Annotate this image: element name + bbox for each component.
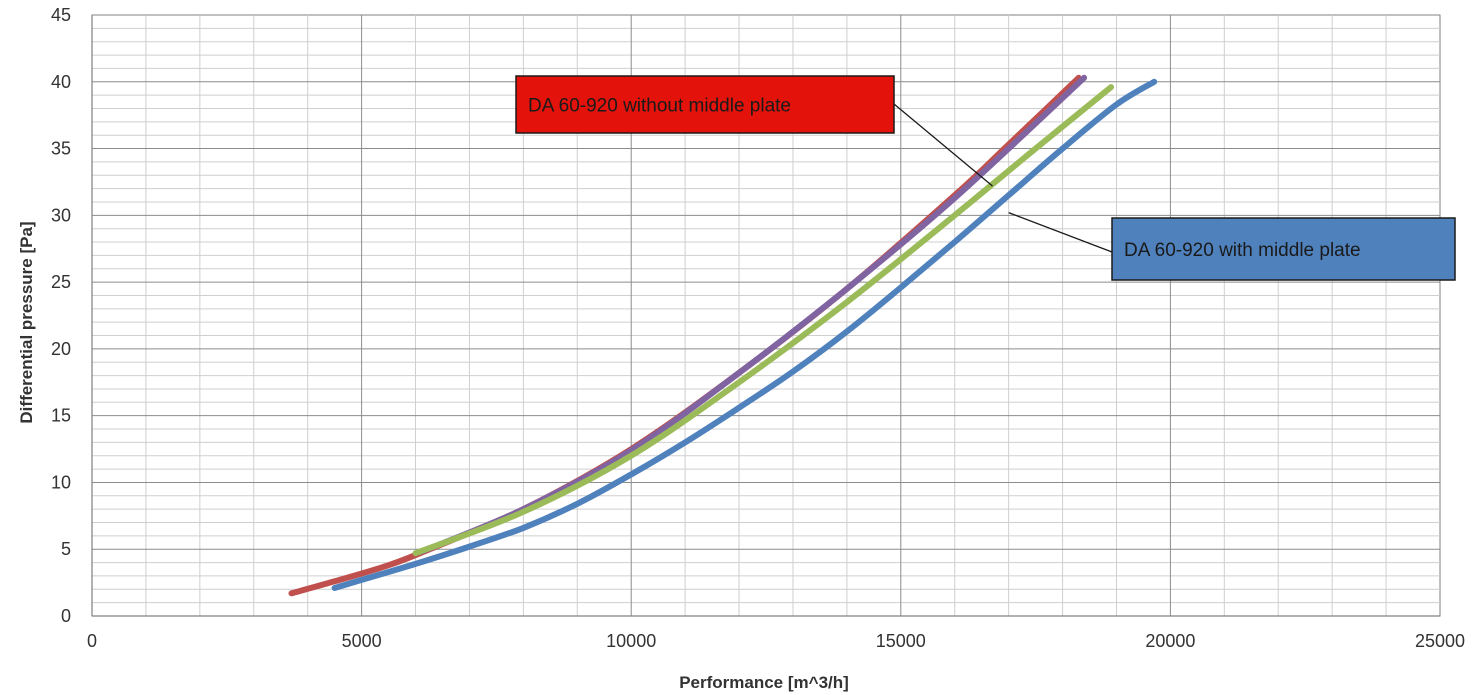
x-tick-label: 0 — [87, 631, 97, 651]
callout-box-2 — [1111, 217, 1456, 281]
callout-text-1: DA 60-920 without middle plate — [528, 96, 791, 117]
y-tick-label: 20 — [51, 339, 71, 359]
y-axis-title: Differential pressure [Pa] — [17, 221, 36, 423]
y-tick-label: 10 — [51, 472, 71, 492]
callout-pointer-2 — [1008, 212, 1113, 253]
callout-2: DA 60-920 with middle plate — [1111, 217, 1456, 281]
callouts: DA 60-920 without middle plate DA 60-920 … — [515, 75, 1456, 281]
x-tick-label: 5000 — [342, 631, 382, 651]
series-line-4 — [331, 78, 1158, 591]
series-layer — [288, 74, 1158, 597]
x-axis-ticks: 0 5000 10000 15000 20000 25000 — [87, 631, 1465, 651]
y-tick-label: 40 — [51, 72, 71, 92]
x-tick-label: 25000 — [1415, 631, 1465, 651]
y-tick-label: 0 — [61, 606, 71, 626]
x-tick-label: 20000 — [1145, 631, 1195, 651]
y-tick-label: 35 — [51, 139, 71, 159]
x-tick-label: 10000 — [606, 631, 656, 651]
callout-text-2: DA 60-920 with middle plate — [1124, 240, 1361, 261]
callout-1: DA 60-920 without middle plate — [515, 75, 895, 134]
y-tick-label: 15 — [51, 406, 71, 426]
major-gridlines — [91, 15, 1440, 617]
y-axis-ticks: 0 5 10 15 20 25 30 35 40 45 — [51, 5, 71, 626]
callout-pointer-1 — [893, 103, 993, 187]
y-tick-label: 25 — [51, 272, 71, 292]
y-tick-label: 30 — [51, 205, 71, 225]
x-axis-title: Performance [m^3/h] — [679, 673, 849, 692]
y-tick-label: 45 — [51, 5, 71, 25]
x-tick-label: 15000 — [876, 631, 926, 651]
y-tick-label: 5 — [61, 539, 71, 559]
series-line-3 — [412, 84, 1115, 557]
callout-box-1 — [515, 75, 895, 134]
